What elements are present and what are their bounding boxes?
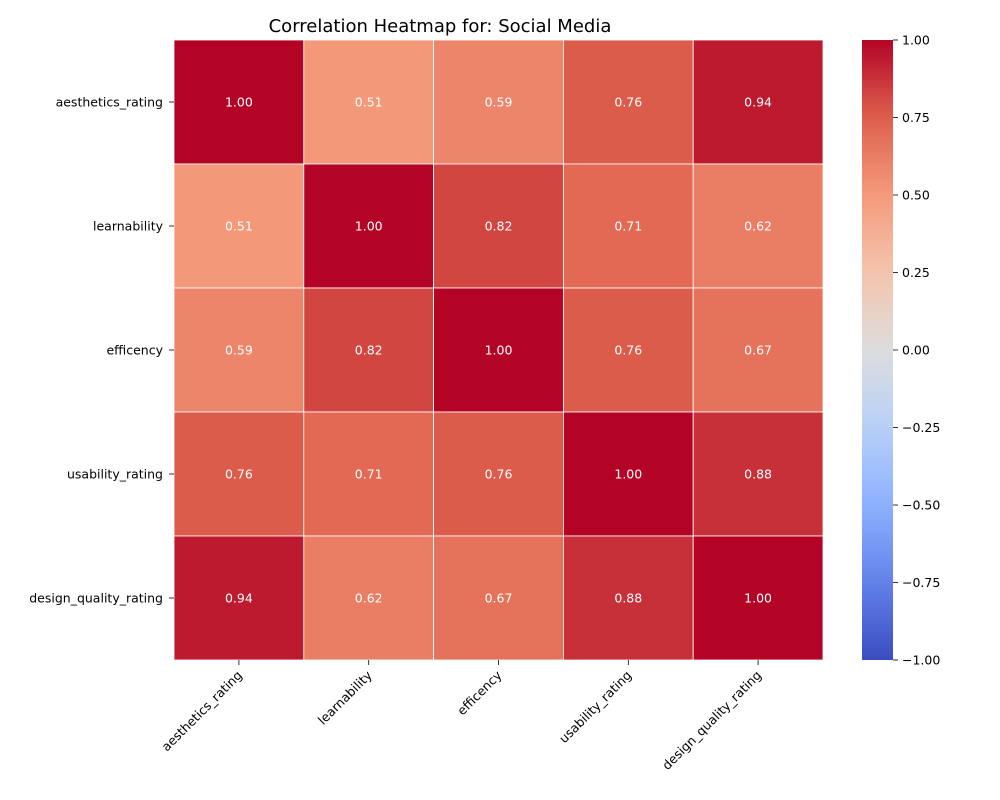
colorbar: 1.00 0.75 0.50 0.25 0.00 −0.25 −0.50 −0.75 −1.00	[862, 33, 940, 668]
heatmap-cell	[303, 535, 434, 661]
x-tick-label: efficency	[454, 667, 505, 718]
cell-value-label: 0.88	[744, 467, 772, 482]
heatmap-cell	[303, 411, 434, 537]
heatmap-cell	[692, 163, 824, 289]
heatmap-cell-labels: 1.00 0.51 0.59 0.76 0.94 0.51 1.00 0.82 0.71 0.62…	[225, 95, 772, 606]
heatmap-cell	[173, 163, 305, 289]
x-tick-label: design_quality_rating	[659, 668, 764, 773]
cell-value-label: 0.88	[614, 591, 642, 606]
cell-value-label: 0.67	[744, 343, 772, 358]
colorbar-gradient	[862, 40, 893, 660]
heatmap-cell	[692, 535, 824, 661]
heatmap-cell	[433, 39, 564, 165]
x-axis-ticks: aesthetics_rating learnability efficency us…	[158, 660, 764, 773]
cell-value-label: 0.94	[225, 591, 253, 606]
cell-value-label: 0.59	[225, 343, 253, 358]
colorbar-tick-label: 0.25	[902, 265, 930, 280]
heatmap-cell	[303, 287, 434, 413]
colorbar-tick-label: −0.50	[902, 498, 940, 513]
cell-value-label: 0.71	[355, 467, 383, 482]
cell-value-label: 1.00	[225, 95, 253, 110]
y-tick-label: aesthetics_rating	[56, 95, 163, 110]
heatmap-cell	[433, 411, 564, 537]
heatmap-cell	[433, 287, 564, 413]
x-tick-label: learnability	[315, 667, 376, 728]
cell-value-label: 1.00	[744, 591, 772, 606]
y-tick-label: learnability	[93, 219, 164, 234]
colorbar-tick-label: 0.75	[902, 110, 930, 125]
cell-value-label: 0.76	[614, 95, 642, 110]
x-tick-label: usability_rating	[556, 668, 635, 747]
heatmap-cell	[303, 39, 434, 165]
y-tick-label: design_quality_rating	[29, 591, 163, 606]
colorbar-tick-label: −1.00	[902, 653, 940, 668]
cell-value-label: 0.67	[485, 591, 513, 606]
heatmap-cell	[173, 535, 305, 661]
cell-value-label: 0.94	[744, 95, 772, 110]
colorbar-tick-label: −0.25	[902, 420, 940, 435]
heatmap-cell	[563, 411, 694, 537]
y-tick-label: efficency	[106, 343, 163, 358]
heatmap-cell	[433, 163, 564, 289]
cell-value-label: 0.76	[225, 467, 253, 482]
cell-value-label: 0.82	[355, 343, 383, 358]
colorbar-tick-label: −0.75	[902, 575, 940, 590]
cell-value-label: 0.76	[614, 343, 642, 358]
heatmap-cell	[692, 287, 824, 413]
heatmap-cell	[692, 39, 824, 165]
heatmap-cell	[692, 411, 824, 537]
cell-value-label: 1.00	[614, 467, 642, 482]
heatmap-cell	[173, 39, 305, 165]
cell-value-label: 0.51	[225, 219, 253, 234]
cell-value-label: 0.51	[355, 95, 383, 110]
heatmap-cell	[433, 535, 564, 661]
cell-value-label: 0.62	[355, 591, 383, 606]
heatmap-cells	[173, 39, 824, 661]
y-axis-ticks: aesthetics_rating learnability efficency us…	[29, 95, 174, 606]
cell-value-label: 0.71	[614, 219, 642, 234]
colorbar-tick-label: 0.50	[902, 188, 930, 203]
x-tick-label: aesthetics_rating	[158, 668, 245, 755]
cell-value-label: 0.76	[485, 467, 513, 482]
chart-title: Correlation Heatmap for: Social Media	[269, 16, 612, 37]
heatmap-cell	[303, 163, 434, 289]
y-tick-label: usability_rating	[67, 467, 163, 482]
cell-value-label: 1.00	[485, 343, 513, 358]
cell-value-label: 1.00	[355, 219, 383, 234]
colorbar-tick-label: 1.00	[902, 33, 930, 48]
heatmap-cell	[563, 287, 694, 413]
cell-value-label: 0.62	[744, 219, 772, 234]
heatmap-cell	[563, 39, 694, 165]
colorbar-tick-label: 0.00	[902, 343, 930, 358]
cell-value-label: 0.82	[485, 219, 513, 234]
cell-value-label: 0.59	[485, 95, 513, 110]
